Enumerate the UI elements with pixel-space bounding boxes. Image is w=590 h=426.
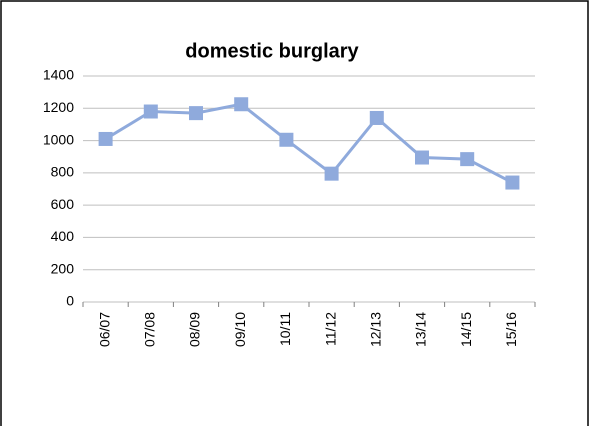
y-tick-label: 200 [51, 260, 75, 276]
x-tick-label: 07/08 [142, 312, 158, 347]
x-tick-label: 08/09 [187, 312, 203, 347]
x-tick-label: 12/13 [368, 312, 384, 347]
y-tick-label: 600 [51, 196, 75, 212]
x-tick-label: 10/11 [277, 312, 293, 346]
x-tick-label: 09/10 [232, 312, 248, 347]
y-tick-label: 1400 [43, 67, 74, 83]
y-tick-label: 0 [66, 293, 74, 309]
y-tick-label: 1000 [43, 131, 74, 147]
chart-title: domestic burglary [185, 40, 359, 62]
marker [369, 110, 384, 125]
line [104, 102, 514, 184]
x-tick-label: 13/14 [413, 312, 429, 347]
marker [460, 152, 475, 167]
marker [189, 106, 203, 121]
marker [415, 150, 429, 165]
marker [98, 131, 113, 146]
y-tick-label: 1200 [43, 99, 74, 115]
marker [324, 166, 339, 181]
marker [234, 97, 249, 112]
y-tick-label: 800 [51, 164, 75, 180]
marker [505, 175, 520, 190]
x-tick-label: 14/15 [458, 312, 474, 347]
x-tick-label: 15/16 [503, 312, 519, 347]
x-tick-label: 06/07 [96, 312, 112, 347]
marker [279, 132, 294, 147]
marker [143, 104, 158, 119]
y-tick-label: 400 [51, 228, 75, 244]
x-tick-label: 11/12 [322, 312, 338, 346]
